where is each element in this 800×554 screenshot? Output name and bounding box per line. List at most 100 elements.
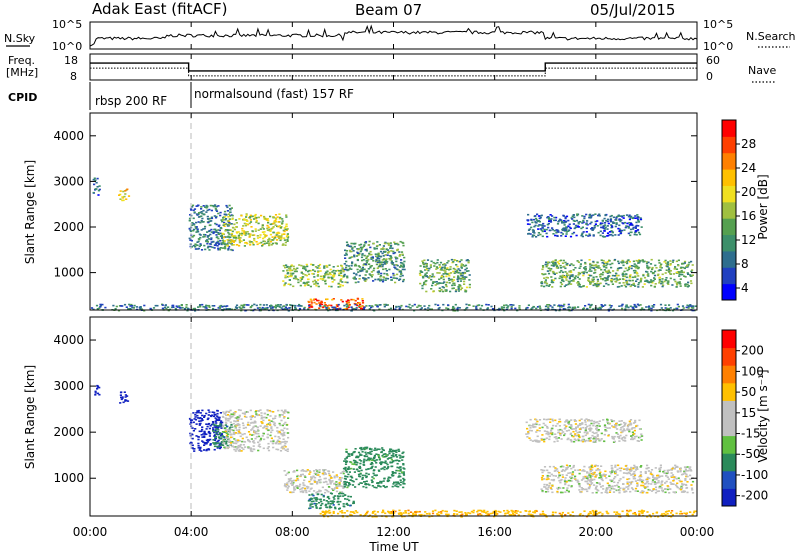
power-cell-6 (370, 271, 373, 273)
velocity-cell-5 (287, 485, 290, 488)
power-cell-2 (194, 248, 197, 250)
velocity-cell-2 (207, 414, 210, 416)
power-cell-6 (358, 266, 361, 268)
power-cell-3 (263, 236, 266, 239)
power-cell-6 (399, 275, 402, 278)
power-cell-9 (664, 272, 667, 274)
power-cell-9 (654, 264, 657, 267)
power-cell-4 (284, 282, 287, 284)
power-cell-7 (455, 264, 458, 266)
power-cell-8 (594, 220, 597, 223)
velocity-cell-7 (399, 457, 402, 459)
power-cell-4 (332, 266, 335, 268)
power-cell-2 (196, 248, 199, 250)
power-cell-10 (350, 309, 353, 312)
velocity-cell-8 (563, 433, 567, 435)
power-cell-2 (200, 206, 203, 208)
velocity-cell-4 (227, 446, 231, 448)
power-cell-9 (682, 271, 685, 274)
power-cell-10 (318, 304, 322, 307)
velocity-cell-4 (238, 414, 241, 417)
velocity-cell-7 (399, 466, 402, 468)
power-cell-10 (475, 308, 478, 310)
power-cell-10 (115, 305, 118, 308)
power-cell-9 (564, 271, 567, 273)
power-cell-4 (289, 283, 292, 286)
velocity-cell-9 (622, 472, 626, 474)
velocity-cell-7 (354, 486, 357, 488)
velocity-cell-7 (398, 450, 401, 452)
power-cell-6 (357, 254, 360, 256)
power-cell-3 (275, 234, 278, 236)
power-cell-2 (224, 218, 227, 221)
velocity-cell-8 (624, 422, 627, 425)
velocity-cell-9 (610, 472, 613, 475)
power-cell-2 (217, 229, 220, 231)
power-cell-3 (254, 213, 257, 216)
velocity-cell-5 (330, 488, 334, 490)
power-cell-8 (636, 229, 639, 232)
velocity-cell-8 (528, 429, 531, 432)
power-cell-9 (589, 268, 592, 270)
velocity-cell-8 (568, 420, 571, 423)
power-cell-2 (210, 237, 213, 239)
velocity-cell-4 (242, 424, 245, 427)
velocity-cell-6 (330, 500, 333, 503)
power-cell-9 (681, 271, 684, 274)
power-cell-8 (582, 231, 585, 233)
velocity-cell-4 (278, 414, 281, 416)
power-cell-9 (589, 281, 592, 284)
power-cell-5 (319, 303, 322, 305)
velocity-cell-7 (359, 447, 362, 449)
power-cell-4 (284, 276, 287, 278)
power-cell-10 (681, 305, 685, 307)
velocity-cell-6 (315, 497, 318, 499)
velocity-cell-8 (635, 435, 638, 438)
power-cell-9 (548, 284, 551, 286)
velocity-cell-6 (319, 507, 322, 509)
velocity-cell-8 (558, 421, 561, 423)
power-cell-8 (628, 214, 631, 217)
velocity-cell-9 (588, 474, 591, 476)
power-cell-10 (172, 306, 175, 308)
velocity-cell-5 (322, 481, 325, 484)
power-cell-7 (453, 272, 456, 274)
power-cell-7 (423, 281, 426, 284)
power-cell-6 (343, 254, 347, 256)
power-cell-2 (217, 240, 220, 243)
power-cell-4 (336, 265, 339, 267)
velocity-cell-4 (253, 448, 256, 451)
power-cell-9 (622, 273, 625, 276)
velocity-cell-8 (545, 432, 548, 435)
nsky-tick-bottom: 10^0 (52, 40, 82, 53)
power-cell-5 (309, 298, 312, 301)
velocity-cell-2 (217, 439, 220, 442)
power-cell-8 (533, 234, 536, 237)
power-cell-8 (565, 215, 569, 218)
velocity-cell-7 (359, 482, 362, 484)
velocity-cell-7 (389, 476, 392, 479)
power-cell-6 (350, 242, 353, 245)
power-cell-10 (285, 304, 288, 306)
velocity-cell-8 (574, 434, 577, 437)
velocity-cell-6 (348, 499, 351, 502)
velocity-cell-2 (207, 422, 211, 425)
velocity-cell-5 (286, 472, 289, 475)
velocity-cell-5 (339, 477, 342, 479)
power-cell-6 (346, 276, 349, 279)
power-cell-8 (631, 224, 634, 226)
power-cell-9 (658, 278, 661, 281)
velocity-cell-5 (289, 482, 292, 485)
velocity-cell-5 (301, 486, 304, 489)
velocity-cell-7 (343, 481, 346, 483)
velocity-cell-8 (596, 434, 599, 436)
velocity-cell-8 (542, 438, 545, 441)
power-cell-3 (251, 215, 254, 218)
power-cell-4 (288, 279, 291, 281)
power-cell-9 (647, 275, 650, 277)
power-cell-2 (215, 236, 218, 239)
power-cell-4 (327, 273, 330, 276)
velocity-cell-8 (591, 431, 594, 434)
velocity-cell-9 (640, 465, 643, 467)
power-cell-8 (634, 215, 637, 217)
